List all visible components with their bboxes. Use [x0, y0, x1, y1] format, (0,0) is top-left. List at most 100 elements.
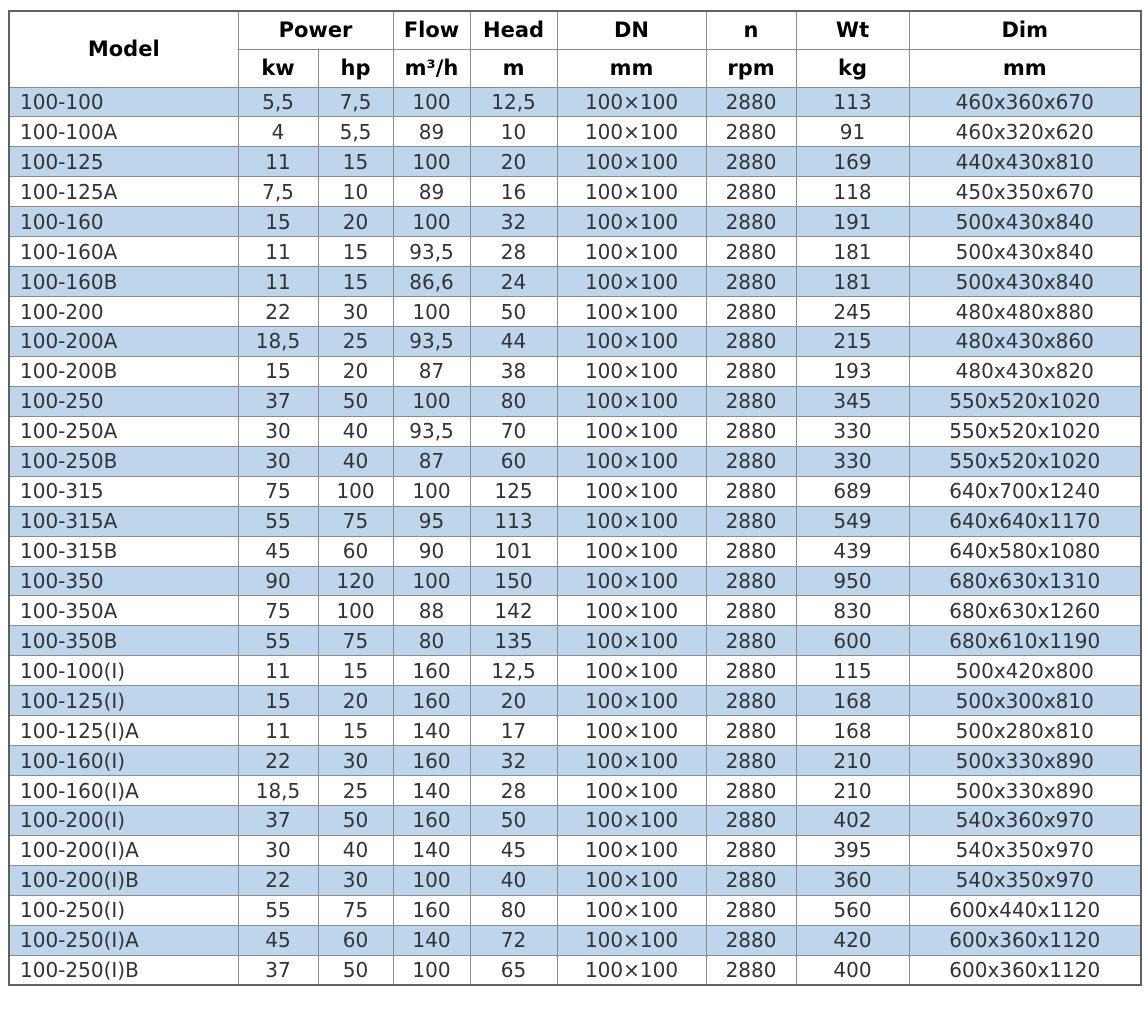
- cell-power-hp: 30: [317, 864, 394, 896]
- cell-power-kw: 18,5: [237, 775, 319, 806]
- cell-head: 142: [469, 595, 558, 627]
- table-row: 100-200(I)B 22 30 100 40 100×100 2880 360 540x35…: [8, 864, 1142, 896]
- cell-power-hp: 100: [317, 595, 394, 627]
- table-row: 100-200 22 30 100 50 100×100 2880 245 480x480x88…: [8, 296, 1142, 327]
- cell-dn: 100×100: [556, 296, 707, 327]
- cell-model: 100-315A: [8, 505, 239, 537]
- cell-model: 100-125(I): [8, 685, 239, 717]
- cell-n: 2880: [705, 326, 797, 357]
- cell-dim: 450x350x670: [908, 176, 1142, 208]
- cell-dn: 100×100: [556, 266, 707, 298]
- cell-head: 125: [469, 475, 558, 507]
- cell-dn: 100×100: [556, 415, 707, 447]
- header-wt-unit: kg: [795, 48, 910, 88]
- cell-n: 2880: [705, 775, 797, 806]
- header-flow-unit: m³/h: [392, 48, 471, 88]
- cell-dim: 480x430x860: [908, 326, 1142, 357]
- cell-wt: 115: [795, 655, 910, 687]
- cell-model: 100-100(I): [8, 655, 239, 687]
- cell-n: 2880: [705, 86, 797, 118]
- cell-flow: 100: [392, 146, 471, 178]
- cell-power-hp: 20: [317, 685, 394, 717]
- cell-power-kw: 90: [237, 565, 319, 597]
- cell-head: 60: [469, 445, 558, 477]
- cell-flow: 89: [392, 176, 471, 208]
- table-row: 100-200A 18,5 25 93,5 44 100×100 2880 215 480x43…: [8, 326, 1142, 357]
- cell-dn: 100×100: [556, 805, 707, 836]
- cell-flow: 87: [392, 355, 471, 387]
- cell-flow: 160: [392, 655, 471, 687]
- cell-dn: 100×100: [556, 445, 707, 477]
- cell-head: 28: [469, 236, 558, 268]
- cell-power-kw: 4: [237, 116, 319, 148]
- cell-head: 12,5: [469, 86, 558, 118]
- cell-model: 100-250(I)B: [8, 954, 239, 986]
- cell-power-hp: 40: [317, 415, 394, 447]
- cell-dn: 100×100: [556, 236, 707, 268]
- cell-power-hp: 25: [317, 326, 394, 357]
- cell-wt: 330: [795, 415, 910, 447]
- table-row: 100-200(I) 37 50 160 50 100×100 2880 402 540x360…: [8, 805, 1142, 836]
- cell-power-kw: 15: [237, 355, 319, 387]
- cell-wt: 193: [795, 355, 910, 387]
- table-row: 100-315A 55 75 95 113 100×100 2880 549 640x640x1…: [8, 505, 1142, 537]
- table-row: 100-160B 11 15 86,6 24 100×100 2880 181 500x430x…: [8, 266, 1142, 298]
- header-wt: Wt: [795, 10, 910, 50]
- cell-flow: 87: [392, 445, 471, 477]
- table-row: 100-125 11 15 100 20 100×100 2880 169 440x430x81…: [8, 146, 1142, 178]
- cell-model: 100-315: [8, 475, 239, 507]
- cell-wt: 210: [795, 775, 910, 806]
- cell-power-kw: 55: [237, 894, 319, 926]
- cell-head: 113: [469, 505, 558, 537]
- cell-flow: 140: [392, 715, 471, 747]
- header-n: n: [705, 10, 797, 50]
- table-row: 100-200B 15 20 87 38 100×100 2880 193 480x430x82…: [8, 355, 1142, 387]
- cell-power-kw: 11: [237, 715, 319, 747]
- cell-dim: 500x430x840: [908, 206, 1142, 238]
- cell-power-kw: 22: [237, 296, 319, 327]
- header-dn-unit: mm: [556, 48, 707, 88]
- cell-power-hp: 7,5: [317, 86, 394, 118]
- cell-model: 100-125: [8, 146, 239, 178]
- cell-wt: 210: [795, 745, 910, 777]
- cell-head: 65: [469, 954, 558, 986]
- cell-n: 2880: [705, 206, 797, 238]
- cell-wt: 830: [795, 595, 910, 627]
- header-row-labels: Model Power Flow Head DN n Wt Dim: [8, 10, 1142, 88]
- cell-model: 100-250: [8, 385, 239, 417]
- cell-dn: 100×100: [556, 535, 707, 567]
- cell-power-hp: 10: [317, 176, 394, 208]
- cell-wt: 191: [795, 206, 910, 238]
- cell-power-kw: 5,5: [237, 86, 319, 118]
- cell-wt: 420: [795, 924, 910, 956]
- cell-n: 2880: [705, 535, 797, 567]
- cell-head: 72: [469, 924, 558, 956]
- cell-wt: 950: [795, 565, 910, 597]
- cell-power-hp: 30: [317, 296, 394, 327]
- header-power-kw: kw: [237, 48, 319, 88]
- cell-dim: 640x700x1240: [908, 475, 1142, 507]
- cell-wt: 689: [795, 475, 910, 507]
- cell-power-kw: 45: [237, 924, 319, 956]
- table-row: 100-100A 4 5,5 89 10 100×100 2880 91 460x320x620: [8, 116, 1142, 148]
- cell-power-hp: 60: [317, 924, 394, 956]
- cell-model: 100-350A: [8, 595, 239, 627]
- cell-dim: 600x440x1120: [908, 894, 1142, 926]
- cell-head: 20: [469, 146, 558, 178]
- cell-model: 100-200(I)A: [8, 834, 239, 866]
- cell-head: 10: [469, 116, 558, 148]
- cell-power-hp: 100: [317, 475, 394, 507]
- cell-model: 100-160(I)A: [8, 775, 239, 806]
- cell-power-kw: 11: [237, 146, 319, 178]
- table-body: 100-100 5,5 7,5 100 12,5 100×100 2880 113 460x36…: [8, 86, 1142, 986]
- cell-n: 2880: [705, 834, 797, 866]
- cell-wt: 402: [795, 805, 910, 836]
- cell-n: 2880: [705, 445, 797, 477]
- cell-power-hp: 120: [317, 565, 394, 597]
- table-row: 100-250A 30 40 93,5 70 100×100 2880 330 550x520x…: [8, 415, 1142, 447]
- cell-power-hp: 20: [317, 355, 394, 387]
- cell-power-kw: 75: [237, 475, 319, 507]
- cell-power-kw: 55: [237, 505, 319, 537]
- cell-wt: 181: [795, 266, 910, 298]
- cell-power-hp: 20: [317, 206, 394, 238]
